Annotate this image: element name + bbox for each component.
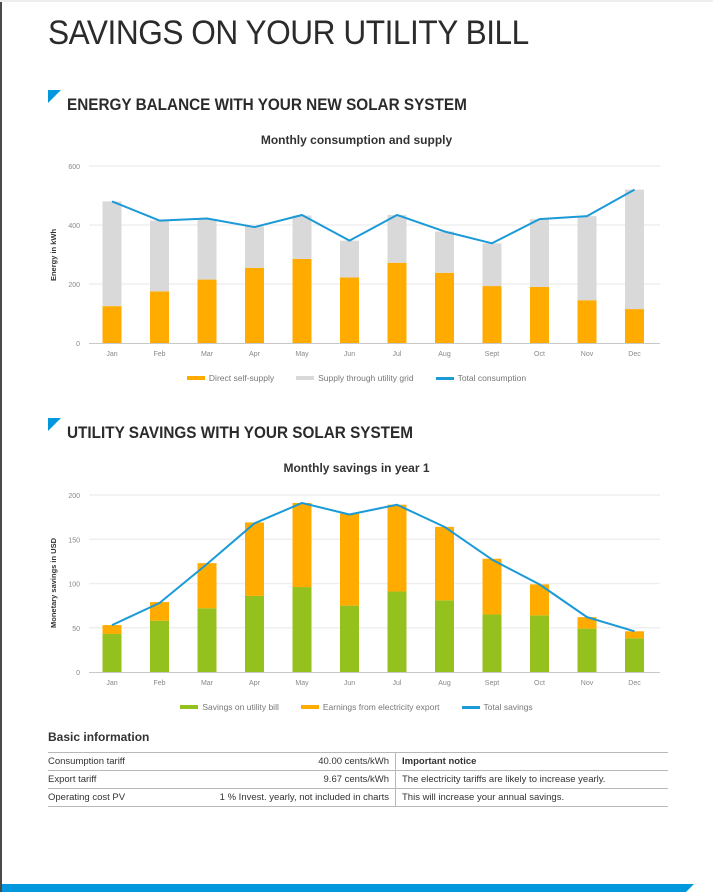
info-value: 40.00 cents/kWh — [188, 752, 396, 771]
bar-supply-through-utility-grid — [102, 201, 122, 307]
bar-supply-through-utility-grid — [530, 219, 549, 287]
bar-supply-through-utility-grid — [292, 215, 312, 259]
bar-supply-through-utility-grid — [482, 243, 502, 287]
bar-direct-self-supply — [435, 272, 454, 343]
x-tick-label: May — [295, 351, 309, 358]
info-label: Export tariff — [48, 770, 188, 789]
legend-label: Earnings from electricity export — [322, 702, 440, 712]
bar-supply-through-utility-grid — [197, 219, 217, 280]
x-tick-label: Mar — [201, 351, 214, 358]
legend-label: Direct self-supply — [208, 373, 275, 383]
y-axis-label: Energy in kWh — [49, 229, 58, 282]
corner-triangle-icon — [48, 418, 61, 431]
legend-swatch — [300, 705, 319, 709]
bar-direct-self-supply — [150, 291, 169, 343]
bar-supply-through-utility-grid — [387, 214, 407, 263]
y-tick-label: 0 — [76, 341, 80, 348]
legend-label: Supply through utility grid — [318, 373, 414, 383]
bar-direct-self-supply — [387, 262, 407, 343]
bar-direct-self-supply — [625, 309, 644, 343]
x-tick-label: Nov — [581, 351, 594, 358]
basic-information-title: Basic information — [48, 730, 150, 744]
legend-savings: Savings on utility bill Earnings from el… — [0, 702, 713, 712]
bar-supply-through-utility-grid — [340, 240, 359, 278]
bar-direct-self-supply — [197, 279, 217, 343]
x-tick-label: Aug — [438, 351, 451, 358]
bar-direct-self-supply — [102, 306, 122, 343]
chart-title-consumption: Monthly consumption and supply — [260, 133, 453, 147]
bar-direct-self-supply — [292, 258, 312, 343]
y-tick-label: 600 — [68, 164, 80, 171]
x-tick-label: Sept — [485, 351, 499, 358]
chart-title-savings: Monthly savings in year 1 — [283, 461, 430, 475]
legend-consumption: Direct self-supply Supply through utilit… — [0, 373, 713, 383]
legend-item-total-consumption: Total consumption — [435, 373, 527, 383]
corner-triangle-icon — [48, 90, 61, 103]
notice-text: The electricity tariffs are likely to in… — [395, 770, 668, 789]
legend-label: Total savings — [483, 702, 533, 712]
bar-supply-through-utility-grid — [435, 231, 454, 273]
x-tick-label: Jun — [344, 351, 355, 358]
bar-direct-self-supply — [577, 300, 597, 343]
line-total-consumption — [111, 188, 635, 245]
bar-supply-through-utility-grid — [245, 226, 264, 268]
legend-item-savings-utility-bill: Savings on utility bill — [180, 702, 279, 712]
legend-item-direct-self-supply: Direct self-supply — [186, 373, 275, 383]
legend-label: Total consumption — [457, 373, 527, 383]
legend-item-total-savings: Total savings — [461, 702, 533, 712]
legend-swatch — [435, 376, 454, 380]
info-label: Operating cost PV — [48, 788, 188, 807]
info-value: 9.67 cents/kWh — [188, 770, 396, 789]
bar-direct-self-supply — [340, 277, 359, 343]
x-tick-label: Oct — [534, 351, 545, 358]
basic-information-table: Consumption tariff 40.00 cents/kWh Impor… — [48, 752, 668, 807]
info-label: Consumption tariff — [48, 752, 188, 771]
legend-swatch — [296, 376, 315, 380]
info-value: 1 % Invest. yearly, not included in char… — [188, 788, 396, 807]
x-tick-label: Dec — [628, 351, 641, 358]
section-heading-text: UTILITY SAVINGS WITH YOUR SOLAR SYSTEM — [67, 423, 413, 442]
footer-accent-bar — [2, 884, 694, 892]
y-tick-label: 200 — [68, 282, 80, 289]
bar-supply-through-utility-grid — [625, 189, 644, 310]
section-heading-text: ENERGY BALANCE WITH YOUR NEW SOLAR SYSTE… — [67, 95, 467, 114]
table-row: Operating cost PV 1 % Invest. yearly, no… — [48, 788, 668, 807]
x-tick-label: Jul — [393, 351, 402, 358]
page-top-edge — [0, 0, 713, 2]
legend-swatch — [180, 705, 199, 709]
bar-direct-self-supply — [482, 286, 502, 343]
legend-swatch — [461, 705, 480, 709]
y-tick-label: 400 — [68, 223, 80, 230]
legend-item-export-earnings: Earnings from electricity export — [300, 702, 440, 712]
important-notice-heading: Important notice — [395, 752, 668, 771]
bar-direct-self-supply — [245, 267, 264, 343]
legend-label: Savings on utility bill — [202, 702, 279, 712]
bar-supply-through-utility-grid — [150, 220, 169, 292]
x-tick-label: Apr — [249, 351, 261, 358]
table-row: Export tariff 9.67 cents/kWh The electri… — [48, 770, 668, 789]
x-tick-label: Jan — [106, 351, 117, 358]
table-row: Consumption tariff 40.00 cents/kWh Impor… — [48, 752, 668, 771]
page-left-border — [0, 0, 2, 892]
page-title: SAVINGS ON YOUR UTILITY BILL — [48, 14, 529, 52]
bar-direct-self-supply — [530, 286, 549, 343]
bar-supply-through-utility-grid — [577, 216, 597, 301]
x-tick-label: Feb — [153, 351, 165, 358]
legend-item-utility-grid: Supply through utility grid — [296, 373, 414, 383]
notice-text: This will increase your annual savings. — [395, 788, 668, 807]
legend-swatch — [186, 376, 205, 380]
